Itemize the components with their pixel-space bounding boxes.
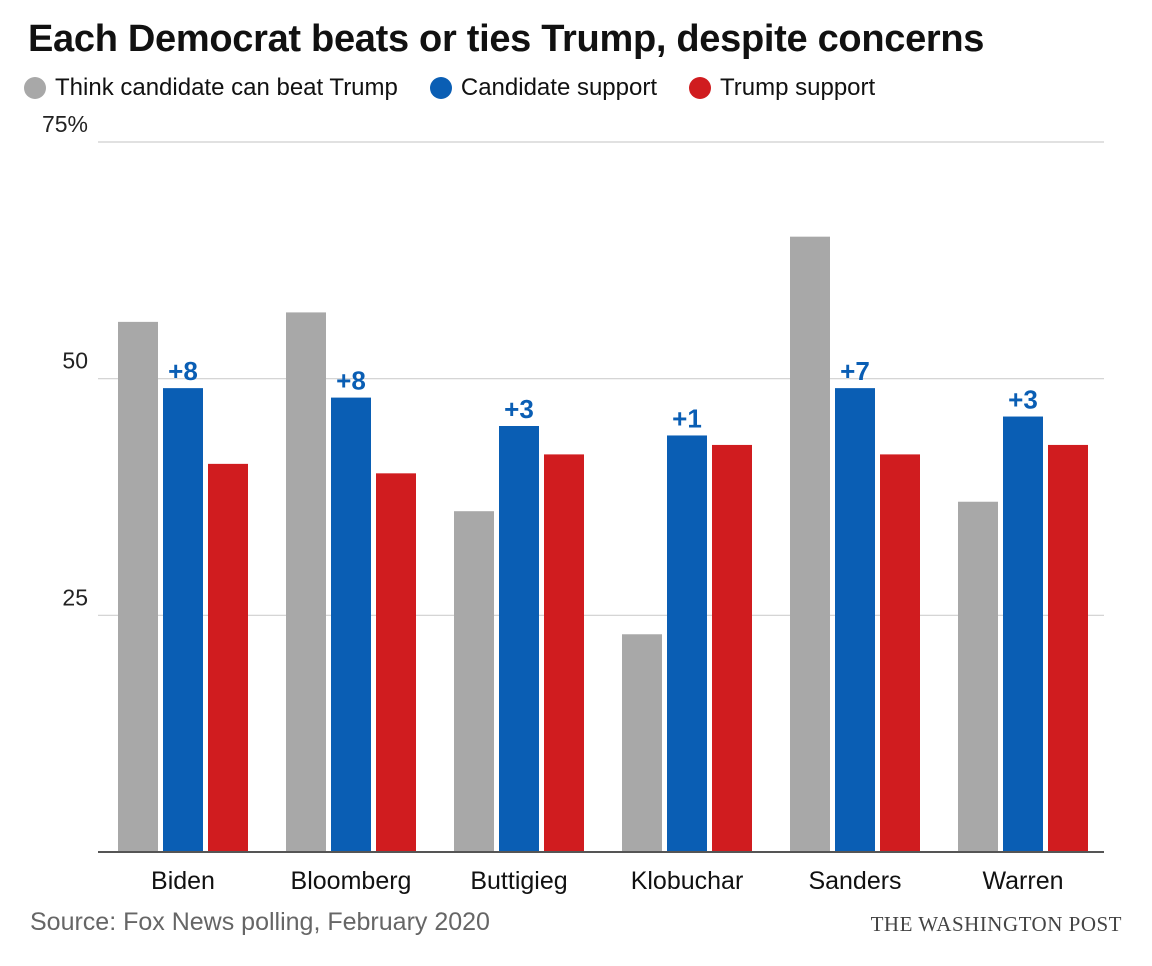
bar [712, 444, 752, 852]
legend-swatch-beat [24, 77, 46, 99]
y-tick-label: 75% [42, 111, 88, 137]
x-tick-label: Biden [151, 867, 215, 895]
bar [454, 511, 494, 852]
data-label: +7 [840, 356, 870, 386]
legend-label-trump: Trump support [720, 74, 876, 101]
x-tick-label: Buttigieg [470, 867, 567, 895]
bar [544, 454, 584, 852]
bar [667, 435, 707, 852]
bar [208, 463, 248, 852]
legend-swatch-trump [689, 77, 712, 99]
bar [499, 426, 539, 852]
data-label: +8 [336, 366, 366, 396]
source-note: Source: Fox News polling, February 2020 [30, 908, 490, 936]
credit-logo: THE WASHINGTON POST [870, 912, 1122, 936]
bar [286, 312, 326, 852]
x-tick-label: Warren [982, 867, 1063, 895]
bar [376, 473, 416, 852]
data-label: +8 [168, 356, 198, 386]
bar [622, 634, 662, 852]
bar [1003, 416, 1043, 852]
x-tick-label: Klobuchar [631, 867, 744, 895]
legend-swatch-candidate [429, 77, 452, 99]
data-label: +1 [672, 403, 702, 433]
legend-label-beat: Think candidate can beat Trump [55, 74, 398, 101]
bar [835, 388, 875, 852]
bar [118, 321, 158, 852]
legend: Think candidate can beat Trump Candidate… [24, 74, 907, 102]
legend-item-beat: Think candidate can beat Trump [24, 74, 398, 102]
y-tick-label: 50 [62, 348, 88, 374]
bar [1048, 444, 1088, 852]
x-tick-label: Sanders [808, 867, 901, 895]
bar [163, 388, 203, 852]
legend-item-trump: Trump support [689, 74, 875, 102]
legend-item-candidate: Candidate support [429, 74, 658, 102]
bar [880, 454, 920, 852]
bar [958, 501, 998, 852]
bar [331, 397, 371, 852]
bar [790, 236, 830, 852]
data-label: +3 [1008, 385, 1038, 415]
data-label: +3 [504, 394, 534, 424]
legend-label-candidate: Candidate support [460, 74, 658, 101]
x-tick-label: Bloomberg [291, 867, 412, 895]
chart-title: Each Democrat beats or ties Trump, despi… [28, 18, 985, 60]
y-tick-label: 25 [62, 584, 88, 610]
